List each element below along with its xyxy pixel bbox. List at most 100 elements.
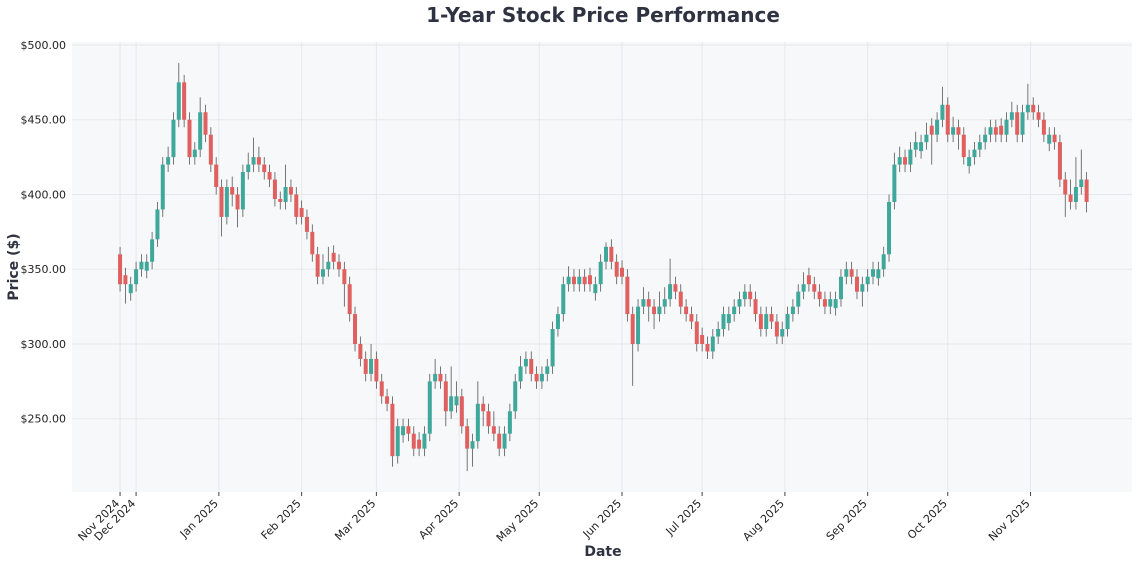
- candle: [331, 245, 336, 270]
- candle-body: [566, 276, 571, 285]
- candle-body: [801, 284, 806, 292]
- candle: [219, 179, 224, 237]
- candle-body: [411, 433, 416, 449]
- candle-body: [972, 149, 977, 158]
- candle: [417, 432, 422, 457]
- candle-body: [283, 187, 288, 202]
- candle: [555, 306, 560, 337]
- candle: [694, 314, 699, 352]
- candle: [908, 142, 913, 173]
- candle: [646, 291, 651, 322]
- candle-body: [118, 254, 123, 285]
- chart-title: 1-Year Stock Price Performance: [426, 3, 780, 27]
- candle-body: [139, 261, 144, 270]
- candle-body: [780, 329, 785, 337]
- candle-body: [646, 299, 651, 307]
- candle-body: [587, 275, 592, 285]
- candle: [401, 418, 406, 443]
- candle-body: [224, 187, 229, 217]
- candle-body: [598, 261, 603, 285]
- candle-body: [604, 246, 609, 262]
- candle: [929, 118, 934, 165]
- candle: [817, 284, 822, 307]
- candle-body: [150, 239, 155, 262]
- candle: [459, 388, 464, 434]
- candle: [732, 299, 737, 322]
- candle-body: [620, 267, 625, 277]
- candle: [267, 164, 272, 188]
- candle: [422, 426, 427, 457]
- candle-body: [310, 231, 315, 255]
- candle-body: [1025, 104, 1030, 113]
- candle-body: [945, 104, 950, 135]
- candle: [961, 127, 966, 165]
- candle-body: [187, 119, 192, 158]
- candle-body: [1041, 119, 1046, 135]
- candle: [523, 351, 528, 374]
- candle-body: [539, 373, 544, 382]
- candle: [539, 366, 544, 389]
- candle: [865, 269, 870, 292]
- candle: [833, 291, 838, 316]
- candle-body: [518, 366, 523, 382]
- candle: [657, 291, 662, 322]
- candle-body: [337, 261, 342, 270]
- candle: [785, 306, 790, 337]
- candle-body: [812, 284, 817, 292]
- y-axis-label: Price ($): [6, 233, 22, 300]
- candle: [689, 306, 694, 330]
- candle: [272, 172, 277, 207]
- candle-body: [144, 261, 149, 271]
- candle: [716, 321, 721, 344]
- candle: [475, 381, 480, 449]
- candle-body: [523, 358, 528, 367]
- x-tick-label: Oct 2025: [905, 497, 950, 542]
- candles: [118, 62, 1089, 472]
- candle-body: [353, 314, 358, 344]
- candle: [582, 269, 587, 292]
- candle: [481, 396, 486, 427]
- candle: [283, 164, 288, 210]
- candle-body: [369, 358, 374, 374]
- candle: [684, 299, 689, 322]
- candle-body: [459, 396, 464, 427]
- candle-body: [726, 314, 731, 324]
- candle-body: [454, 396, 459, 406]
- candle: [369, 343, 374, 382]
- candle: [182, 74, 187, 128]
- candle: [155, 201, 160, 247]
- candle-body: [742, 291, 747, 300]
- candle-body: [497, 433, 502, 449]
- candle: [187, 112, 192, 165]
- candle-body: [449, 396, 454, 412]
- candle: [790, 299, 795, 322]
- candle-body: [1057, 142, 1062, 180]
- candle-body: [251, 157, 256, 165]
- candle-body: [529, 358, 534, 374]
- x-tick-label: Jan 2025: [177, 497, 221, 541]
- candle-body: [219, 187, 224, 217]
- candle-body: [684, 306, 689, 315]
- candle-body: [571, 276, 576, 285]
- candle: [753, 291, 758, 322]
- x-tick-label: Sep 2025: [824, 497, 870, 543]
- candle: [134, 261, 139, 292]
- candle-body: [908, 149, 913, 165]
- candle-body: [657, 306, 662, 315]
- candle: [742, 284, 747, 307]
- candle: [726, 306, 731, 331]
- candle-body: [262, 164, 267, 173]
- candle: [988, 119, 993, 143]
- candle: [951, 116, 956, 143]
- candle-body: [203, 112, 208, 135]
- candle-body: [192, 149, 197, 158]
- candle-body: [790, 306, 795, 315]
- candle: [956, 119, 961, 150]
- candle-body: [828, 299, 833, 307]
- candle: [993, 119, 998, 143]
- candle: [326, 246, 331, 277]
- candle: [230, 176, 235, 207]
- candle: [502, 426, 507, 457]
- candle: [433, 358, 438, 389]
- candle-body: [636, 306, 641, 344]
